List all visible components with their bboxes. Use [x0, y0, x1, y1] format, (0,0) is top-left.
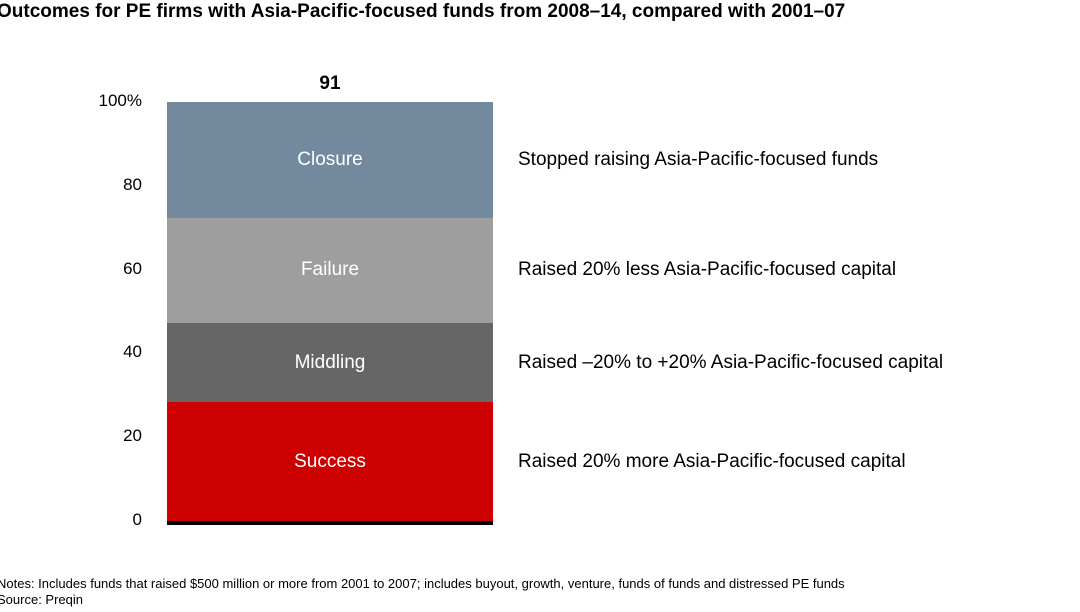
- x-axis-baseline: [167, 521, 493, 525]
- y-tick-80: 80: [123, 175, 142, 194]
- source-text: Source: Preqin: [0, 592, 83, 607]
- y-tick-100: 100%: [98, 91, 142, 110]
- segment-closure: Closure: [167, 102, 493, 218]
- description-success: Raised 20% more Asia-Pacific-focused cap…: [518, 451, 906, 473]
- footnotes: Notes: Includes funds that raised $500 m…: [0, 576, 845, 608]
- stacked-bar: Closure Failure Middling Success: [167, 102, 493, 522]
- chart-title: Outcomes for PE firms with Asia-Pacific-…: [0, 1, 846, 22]
- description-middling: Raised –20% to +20% Asia-Pacific-focused…: [518, 351, 944, 373]
- segment-success: Success: [167, 402, 493, 522]
- segment-failure: Failure: [167, 217, 493, 324]
- segment-label-closure: Closure: [297, 148, 363, 170]
- y-tick-0: 0: [132, 510, 142, 529]
- notes-text: Notes: Includes funds that raised $500 m…: [0, 576, 845, 591]
- y-axis: 100% 80 60 40 20 0: [60, 0, 142, 612]
- segment-label-success: Success: [294, 451, 366, 473]
- y-tick-40: 40: [123, 342, 142, 361]
- description-closure: Stopped raising Asia-Pacific-focused fun…: [518, 148, 879, 170]
- segment-middling: Middling: [167, 323, 493, 403]
- y-tick-60: 60: [123, 259, 142, 278]
- segment-label-failure: Failure: [300, 259, 360, 281]
- bar-total-label: 91: [319, 73, 341, 94]
- y-tick-20: 20: [123, 426, 142, 445]
- description-failure: Raised 20% less Asia-Pacific-focused cap…: [518, 259, 897, 281]
- segment-label-middling: Middling: [294, 351, 366, 373]
